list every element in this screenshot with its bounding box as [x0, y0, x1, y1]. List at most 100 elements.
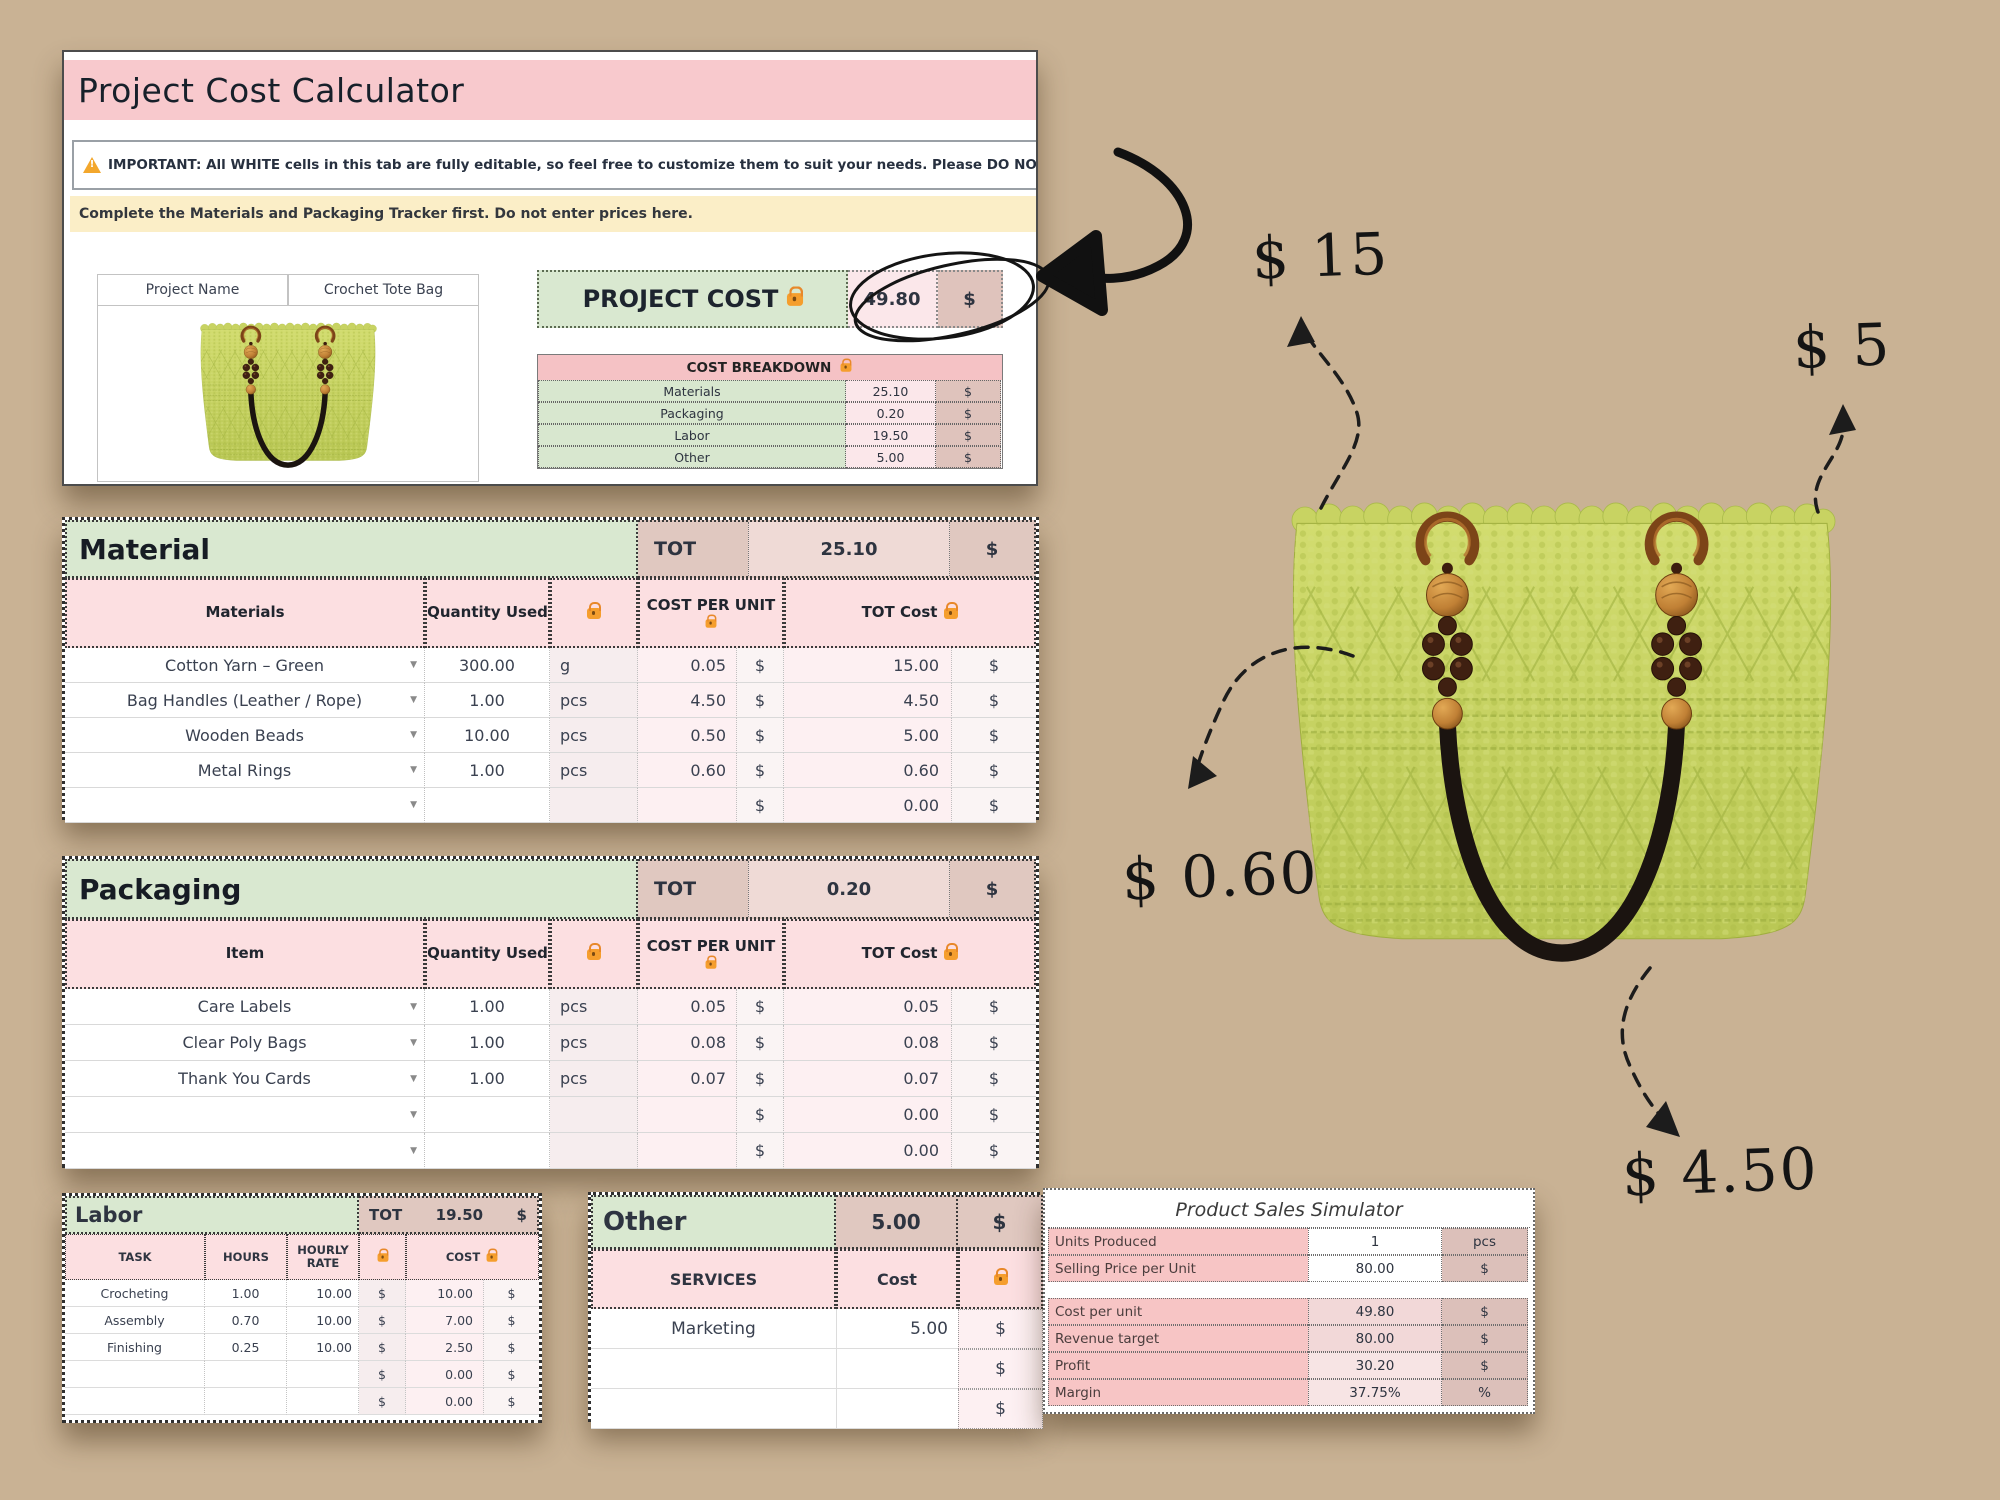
packaging-table: Packaging TOT 0.20 $ Item Quantity Used … — [62, 856, 1039, 1169]
currency-cell: $ — [737, 989, 784, 1025]
material-name-cell[interactable]: Cotton Yarn – Green ▼ — [65, 648, 425, 683]
breakdown-label: Other — [538, 446, 846, 468]
column-header-materials: Materials — [65, 578, 425, 648]
cost-per-unit-value: 49.80 — [1308, 1298, 1442, 1325]
cost-cell: 0.00 — [406, 1388, 484, 1415]
service-cell[interactable] — [591, 1349, 836, 1389]
rate-cell[interactable]: 10.00 — [287, 1280, 359, 1307]
item-name-cell[interactable]: ▼ — [65, 1097, 425, 1133]
total-cost-cell: 0.00 — [784, 788, 952, 823]
unit-cell: pcs — [550, 753, 638, 788]
quantity-cell[interactable]: 1.00 — [425, 989, 550, 1025]
rate-cell[interactable]: 10.00 — [287, 1307, 359, 1334]
cost-cell[interactable] — [836, 1389, 958, 1429]
column-header-cost: Cost — [836, 1249, 958, 1309]
quantity-cell[interactable] — [425, 1133, 550, 1169]
item-name-cell[interactable]: Care Labels ▼ — [65, 989, 425, 1025]
table-row: $ 0.00 $ — [65, 1361, 539, 1388]
dropdown-icon[interactable]: ▼ — [410, 660, 417, 670]
dropdown-icon[interactable]: ▼ — [410, 1001, 417, 1012]
service-cell[interactable]: Marketing — [591, 1309, 836, 1349]
dropdown-icon[interactable]: ▼ — [410, 1037, 417, 1048]
cost-per-unit-cell — [638, 1133, 737, 1169]
service-cell[interactable] — [591, 1389, 836, 1429]
table-row: Metal Rings ▼ 1.00 pcs 0.60 $ 0.60 $ — [65, 753, 1036, 788]
packaging-title: Packaging — [65, 859, 638, 919]
notice-banner: Complete the Materials and Packaging Tra… — [70, 196, 1036, 232]
hours-cell[interactable] — [205, 1361, 287, 1388]
currency-cell: $ — [359, 1361, 406, 1388]
item-name-cell[interactable]: ▼ — [65, 1133, 425, 1169]
task-cell[interactable]: Crocheting — [65, 1280, 205, 1307]
material-total: 25.10 — [748, 522, 950, 576]
hours-cell[interactable]: 0.25 — [205, 1334, 287, 1361]
table-row: Labor 19.50 $ — [538, 424, 1002, 446]
hours-cell[interactable] — [205, 1388, 287, 1415]
unit-cell — [550, 1133, 638, 1169]
quantity-cell[interactable] — [425, 788, 550, 823]
hours-cell[interactable]: 0.70 — [205, 1307, 287, 1334]
quantity-cell[interactable]: 1.00 — [425, 753, 550, 788]
locked-column-header — [359, 1234, 406, 1280]
quantity-cell[interactable]: 1.00 — [425, 1061, 550, 1097]
dropdown-icon[interactable]: ▼ — [410, 1109, 417, 1120]
unit-cell — [550, 788, 638, 823]
tot-label: TOT — [654, 878, 697, 900]
quantity-cell[interactable]: 1.00 — [425, 1025, 550, 1061]
currency-cell: $ — [936, 424, 1001, 446]
table-row: ▼ $ 0.00 $ — [65, 788, 1036, 823]
material-name-cell[interactable]: Metal Rings ▼ — [65, 753, 425, 788]
task-cell[interactable] — [65, 1388, 205, 1415]
quantity-cell[interactable]: 300.00 — [425, 648, 550, 683]
breakdown-value: 25.10 — [846, 380, 936, 402]
dropdown-icon[interactable]: ▼ — [410, 695, 417, 705]
cost-per-unit-cell: 0.07 — [638, 1061, 737, 1097]
material-name-cell[interactable]: ▼ — [65, 788, 425, 823]
rate-cell[interactable] — [287, 1388, 359, 1415]
units-produced-input[interactable]: 1 — [1308, 1228, 1442, 1255]
currency-cell: $ — [985, 878, 999, 900]
currency-cell: $ — [952, 788, 1036, 823]
rate-cell[interactable] — [287, 1361, 359, 1388]
currency-cell: $ — [737, 648, 784, 683]
cost-cell[interactable]: 5.00 — [836, 1309, 958, 1349]
dropdown-icon[interactable]: ▼ — [410, 730, 417, 740]
currency-cell: $ — [737, 718, 784, 753]
lock-icon — [377, 1248, 388, 1262]
cost-cell: 2.50 — [406, 1334, 484, 1361]
table-row: Care Labels ▼ 1.00 pcs 0.05 $ 0.05 $ — [65, 989, 1036, 1025]
currency-cell: $ — [952, 1061, 1036, 1097]
item-name-cell[interactable]: Thank You Cards ▼ — [65, 1061, 425, 1097]
unit-cell: pcs — [550, 718, 638, 753]
table-row: Assembly 0.70 10.00 $ 7.00 $ — [65, 1307, 539, 1334]
spacer — [1048, 1282, 1530, 1298]
task-cell[interactable] — [65, 1361, 205, 1388]
table-row: ▼ $ 0.00 $ — [65, 1133, 1036, 1169]
currency-cell: $ — [936, 402, 1001, 424]
currency-cell: $ — [985, 538, 999, 560]
unit-cell: $ — [1442, 1255, 1528, 1282]
cost-per-unit-cell: 0.05 — [638, 648, 737, 683]
material-name-cell[interactable]: Wooden Beads ▼ — [65, 718, 425, 753]
dropdown-icon[interactable]: ▼ — [410, 1145, 417, 1156]
quantity-cell[interactable] — [425, 1097, 550, 1133]
project-name-input[interactable]: Crochet Tote Bag — [288, 274, 479, 306]
currency-cell: $ — [484, 1361, 539, 1388]
quantity-cell[interactable]: 10.00 — [425, 718, 550, 753]
task-cell[interactable]: Assembly — [65, 1307, 205, 1334]
cost-cell[interactable] — [836, 1349, 958, 1389]
item-name-cell[interactable]: Clear Poly Bags ▼ — [65, 1025, 425, 1061]
rate-cell[interactable]: 10.00 — [287, 1334, 359, 1361]
dropdown-icon[interactable]: ▼ — [410, 1073, 417, 1084]
task-cell[interactable]: Finishing — [65, 1334, 205, 1361]
dropdown-icon[interactable]: ▼ — [410, 765, 417, 775]
hours-cell[interactable]: 1.00 — [205, 1280, 287, 1307]
dropdown-icon[interactable]: ▼ — [410, 800, 417, 810]
cost-per-unit-cell: 0.50 — [638, 718, 737, 753]
column-header-tot-cost: TOT Cost — [784, 578, 1036, 648]
lock-icon — [587, 942, 601, 960]
quantity-cell[interactable]: 1.00 — [425, 683, 550, 718]
selling-price-input[interactable]: 80.00 — [1308, 1255, 1442, 1282]
material-name-cell[interactable]: Bag Handles (Leather / Rope) ▼ — [65, 683, 425, 718]
cost-cell: 0.00 — [406, 1361, 484, 1388]
